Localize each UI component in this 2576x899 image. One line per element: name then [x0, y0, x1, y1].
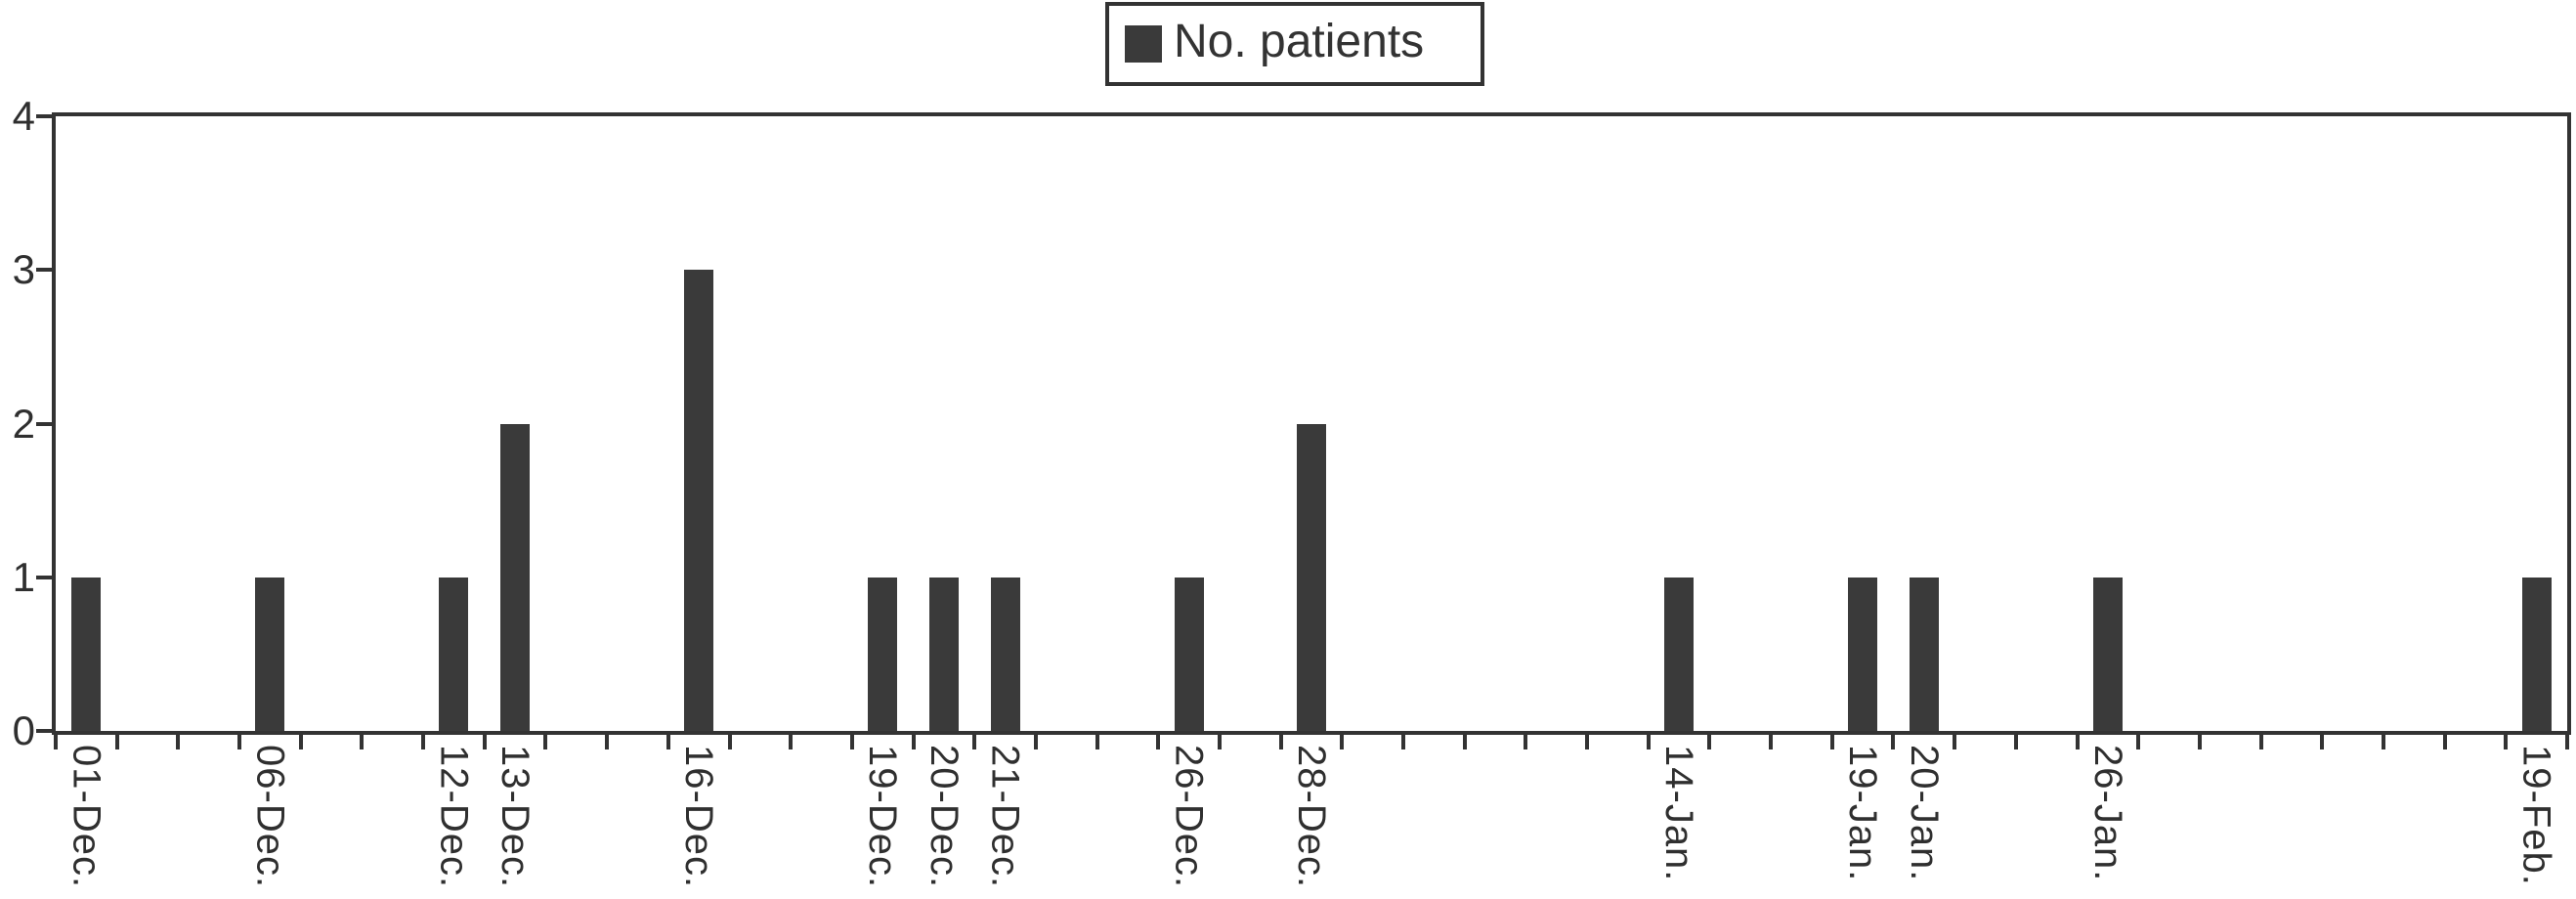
- x-axis-tick: [1340, 735, 1345, 749]
- y-tick-label: 0: [12, 707, 35, 753]
- legend: No. patients: [1105, 2, 1484, 86]
- x-axis-tick: [849, 735, 854, 749]
- x-axis-tick: [2320, 735, 2325, 749]
- y-tick-label: 2: [12, 400, 35, 447]
- x-axis-tick: [1401, 735, 1406, 749]
- x-axis-tick: [1953, 735, 1957, 749]
- x-axis-tick: [1585, 735, 1590, 749]
- x-axis-tick: [237, 735, 242, 749]
- y-tick-label: 3: [12, 246, 35, 293]
- x-axis-tick: [2442, 735, 2447, 749]
- x-axis-tick: [789, 735, 794, 749]
- x-tick-label: 16-Dec.: [677, 745, 721, 889]
- x-axis-tick: [1524, 735, 1528, 749]
- y-axis-tick: [36, 114, 52, 118]
- x-tick-label: 19-Dec.: [861, 745, 905, 889]
- x-axis-tick: [2504, 735, 2509, 749]
- x-tick-label: 14-Jan.: [1657, 745, 1701, 882]
- x-axis-tick: [482, 735, 487, 749]
- y-tick-label: 4: [12, 93, 35, 139]
- x-axis-tick: [1095, 735, 1099, 749]
- x-axis-tick: [2136, 735, 2141, 749]
- x-axis-tick: [298, 735, 303, 749]
- x-axis-tick: [1278, 735, 1283, 749]
- legend-label: No. patients: [1174, 16, 1425, 67]
- x-axis-tick: [1646, 735, 1651, 749]
- x-tick-label: 26-Dec.: [1167, 745, 1211, 889]
- x-tick-label: 21-Dec.: [983, 745, 1027, 889]
- x-axis-tick: [1829, 735, 1834, 749]
- x-axis-tick: [2565, 735, 2569, 749]
- x-axis-tick: [54, 735, 58, 749]
- x-axis-tick: [605, 735, 610, 749]
- x-axis-tick: [360, 735, 365, 749]
- x-tick-label: 06-Dec.: [248, 745, 292, 889]
- x-axis-tick: [1033, 735, 1038, 749]
- x-axis-tick: [114, 735, 119, 749]
- x-axis-tick: [1891, 735, 1896, 749]
- x-tick-label: 01-Dec.: [64, 745, 108, 889]
- x-axis-tick: [421, 735, 426, 749]
- y-axis-tick: [36, 575, 52, 579]
- x-tick-label: 12-Dec.: [432, 745, 476, 889]
- x-tick-label: 20-Dec.: [922, 745, 966, 889]
- x-axis-tick: [911, 735, 916, 749]
- x-tick-label: 28-Dec.: [1290, 745, 1333, 889]
- x-tick-label: 13-Dec.: [494, 745, 537, 889]
- x-axis-tick: [2075, 735, 2080, 749]
- y-tick-label: 1: [12, 553, 35, 600]
- x-tick-label: 19-Jan.: [1841, 745, 1885, 882]
- x-axis-tick: [1217, 735, 1222, 749]
- x-axis-tick: [665, 735, 670, 749]
- x-axis-tick: [1769, 735, 1774, 749]
- x-tick-label: 26-Jan.: [2085, 745, 2129, 882]
- x-axis-tick: [1462, 735, 1467, 749]
- x-tick-label: 20-Jan.: [1902, 745, 1946, 882]
- y-axis-tick: [36, 268, 52, 273]
- y-axis-tick: [36, 729, 52, 733]
- x-axis-tick: [2381, 735, 2385, 749]
- x-tick-label: 19-Feb.: [2514, 745, 2558, 886]
- x-axis-tick: [727, 735, 732, 749]
- x-axis-tick: [1156, 735, 1161, 749]
- y-axis-tick: [36, 421, 52, 426]
- x-axis-tick: [176, 735, 181, 749]
- x-axis-tick: [1707, 735, 1712, 749]
- x-axis-tick: [543, 735, 548, 749]
- legend-swatch-icon: [1125, 25, 1162, 63]
- x-axis-tick: [2013, 735, 2018, 749]
- x-axis-tick: [972, 735, 977, 749]
- x-axis-tick: [2197, 735, 2202, 749]
- x-axis-tick: [2258, 735, 2263, 749]
- plot-area: [52, 112, 2571, 735]
